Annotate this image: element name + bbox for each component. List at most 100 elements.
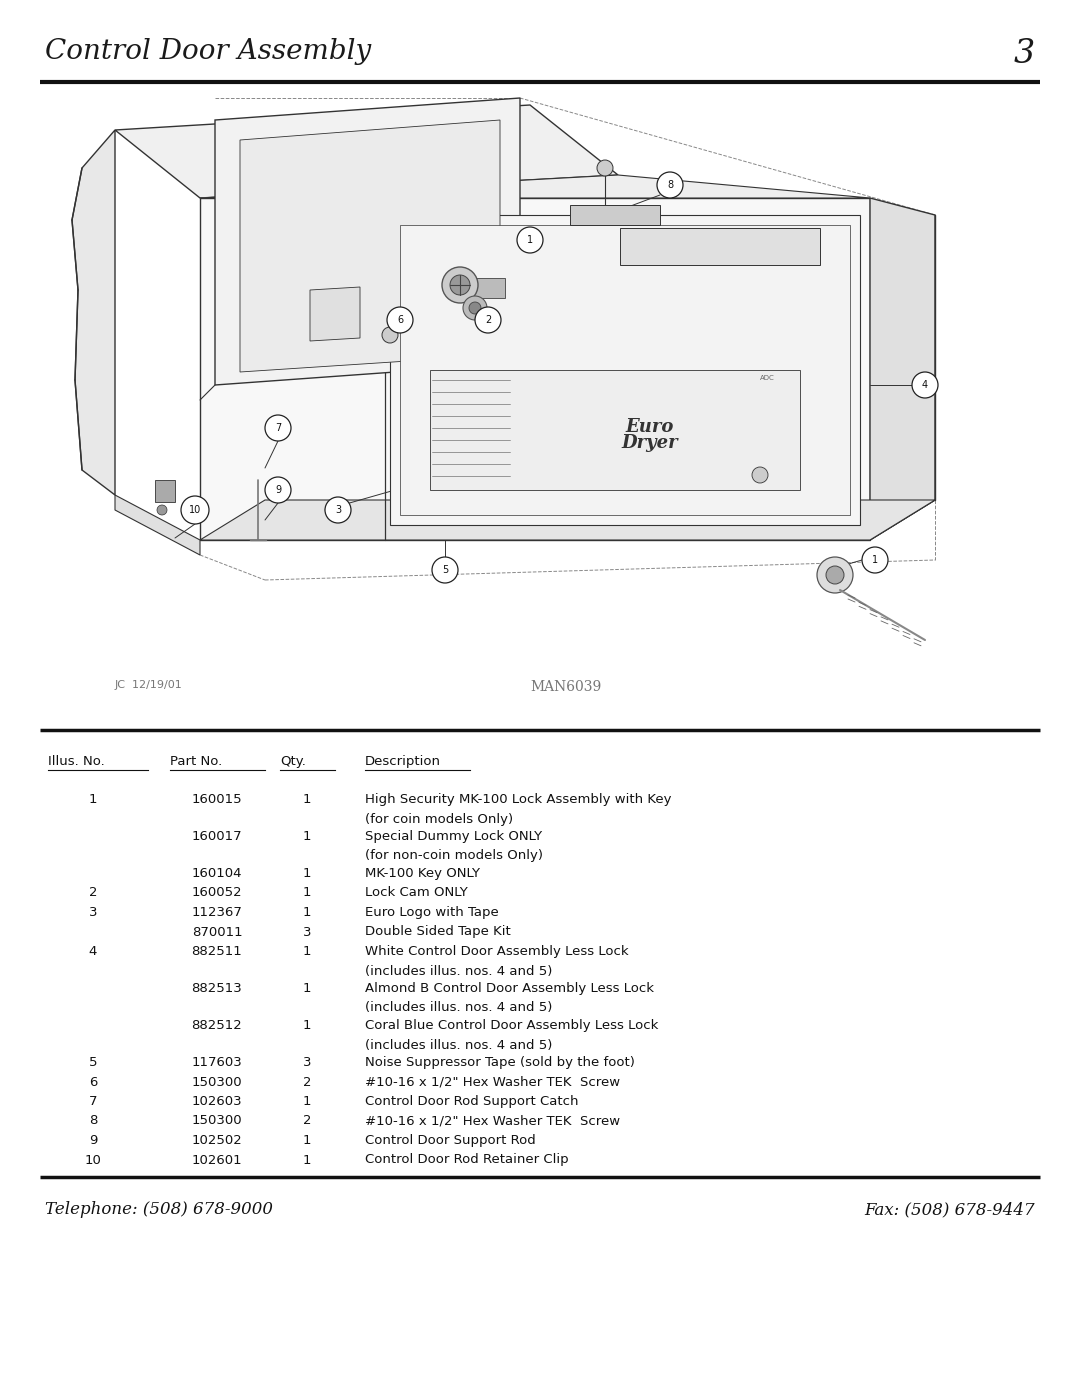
Text: Double Sided Tape Kit: Double Sided Tape Kit	[365, 925, 511, 939]
Text: 6: 6	[89, 1076, 97, 1088]
Text: 4: 4	[89, 944, 97, 958]
Circle shape	[752, 467, 768, 483]
Text: ADC: ADC	[760, 374, 774, 381]
Text: 1: 1	[302, 887, 311, 900]
Polygon shape	[215, 98, 519, 386]
Text: Description: Description	[365, 754, 441, 768]
Polygon shape	[200, 175, 870, 198]
Polygon shape	[430, 370, 800, 490]
Text: 3: 3	[302, 925, 311, 939]
Circle shape	[325, 497, 351, 522]
Text: (for non-coin models Only): (for non-coin models Only)	[365, 849, 543, 862]
Text: MK-100 Key ONLY: MK-100 Key ONLY	[365, 868, 480, 880]
Polygon shape	[240, 120, 500, 372]
Text: 160017: 160017	[191, 830, 242, 842]
Text: 9: 9	[89, 1134, 97, 1147]
Circle shape	[450, 275, 470, 295]
Text: 1: 1	[302, 1134, 311, 1147]
Polygon shape	[400, 225, 850, 515]
Circle shape	[475, 307, 501, 332]
Text: 7: 7	[275, 423, 281, 433]
Text: 1: 1	[302, 830, 311, 842]
Text: Control Door Assembly: Control Door Assembly	[45, 38, 372, 66]
Text: 10: 10	[84, 1154, 102, 1166]
Text: #10-16 x 1/2" Hex Washer TEK  Screw: #10-16 x 1/2" Hex Washer TEK Screw	[365, 1115, 620, 1127]
Polygon shape	[200, 198, 870, 541]
Text: 160015: 160015	[191, 793, 242, 806]
Polygon shape	[114, 105, 618, 198]
Text: 9: 9	[275, 485, 281, 495]
Text: Part No.: Part No.	[170, 754, 222, 768]
Circle shape	[912, 372, 939, 398]
Text: 5: 5	[89, 1056, 97, 1069]
Text: High Security MK-100 Lock Assembly with Key: High Security MK-100 Lock Assembly with …	[365, 793, 672, 806]
Text: Special Dummy Lock ONLY: Special Dummy Lock ONLY	[365, 830, 542, 842]
Text: (includes illus. nos. 4 and 5): (includes illus. nos. 4 and 5)	[365, 964, 552, 978]
Text: 1: 1	[527, 235, 534, 244]
Text: 112367: 112367	[191, 907, 242, 919]
Circle shape	[432, 557, 458, 583]
Polygon shape	[200, 500, 935, 541]
Text: 117603: 117603	[191, 1056, 242, 1069]
Text: 1: 1	[302, 944, 311, 958]
Polygon shape	[72, 130, 114, 495]
Text: 2: 2	[302, 1076, 311, 1088]
Text: Coral Blue Control Door Assembly Less Lock: Coral Blue Control Door Assembly Less Lo…	[365, 1018, 659, 1032]
Text: (for coin models Only): (for coin models Only)	[365, 813, 513, 826]
Text: 102603: 102603	[191, 1095, 242, 1108]
Text: Telephone: (508) 678-9000: Telephone: (508) 678-9000	[45, 1201, 273, 1218]
Polygon shape	[470, 278, 505, 298]
Text: 882512: 882512	[191, 1018, 242, 1032]
Text: Control Door Rod Support Catch: Control Door Rod Support Catch	[365, 1095, 579, 1108]
Circle shape	[862, 548, 888, 573]
Circle shape	[181, 496, 210, 524]
Polygon shape	[310, 286, 360, 341]
Polygon shape	[570, 205, 660, 225]
Text: 1: 1	[872, 555, 878, 564]
Text: 2: 2	[485, 314, 491, 326]
Text: 160104: 160104	[192, 868, 242, 880]
Circle shape	[816, 557, 853, 592]
Text: 882511: 882511	[191, 944, 242, 958]
Text: White Control Door Assembly Less Lock: White Control Door Assembly Less Lock	[365, 944, 629, 958]
Text: Illus. No.: Illus. No.	[48, 754, 105, 768]
Text: 1: 1	[89, 793, 97, 806]
Text: 3: 3	[302, 1056, 311, 1069]
Polygon shape	[620, 228, 820, 265]
Polygon shape	[156, 481, 175, 502]
Text: 3: 3	[335, 504, 341, 515]
Circle shape	[517, 226, 543, 253]
Text: 6: 6	[397, 314, 403, 326]
Text: Qty.: Qty.	[280, 754, 306, 768]
Text: 8: 8	[89, 1115, 97, 1127]
Text: 150300: 150300	[191, 1115, 242, 1127]
Circle shape	[157, 504, 167, 515]
Text: Almond B Control Door Assembly Less Lock: Almond B Control Door Assembly Less Lock	[365, 982, 654, 995]
Text: 870011: 870011	[191, 925, 242, 939]
Text: (includes illus. nos. 4 and 5): (includes illus. nos. 4 and 5)	[365, 1038, 552, 1052]
Circle shape	[265, 415, 291, 441]
Text: 102601: 102601	[191, 1154, 242, 1166]
Polygon shape	[870, 198, 935, 541]
Text: Lock Cam ONLY: Lock Cam ONLY	[365, 887, 468, 900]
Text: 1: 1	[302, 1018, 311, 1032]
Circle shape	[657, 172, 683, 198]
Text: 882513: 882513	[191, 982, 242, 995]
Circle shape	[442, 267, 478, 303]
Text: 5: 5	[442, 564, 448, 576]
Text: 160052: 160052	[191, 887, 242, 900]
Text: 150300: 150300	[191, 1076, 242, 1088]
Circle shape	[469, 302, 481, 314]
Text: 1: 1	[302, 793, 311, 806]
Polygon shape	[114, 495, 200, 555]
Text: Control Door Rod Retainer Clip: Control Door Rod Retainer Clip	[365, 1154, 569, 1166]
Circle shape	[387, 307, 413, 332]
Text: 2: 2	[302, 1115, 311, 1127]
Text: 8: 8	[667, 180, 673, 190]
Text: Control Door Support Rod: Control Door Support Rod	[365, 1134, 536, 1147]
Circle shape	[826, 566, 843, 584]
Text: 3: 3	[1014, 38, 1035, 70]
Text: 2: 2	[89, 887, 97, 900]
Text: 3: 3	[89, 907, 97, 919]
Circle shape	[265, 476, 291, 503]
